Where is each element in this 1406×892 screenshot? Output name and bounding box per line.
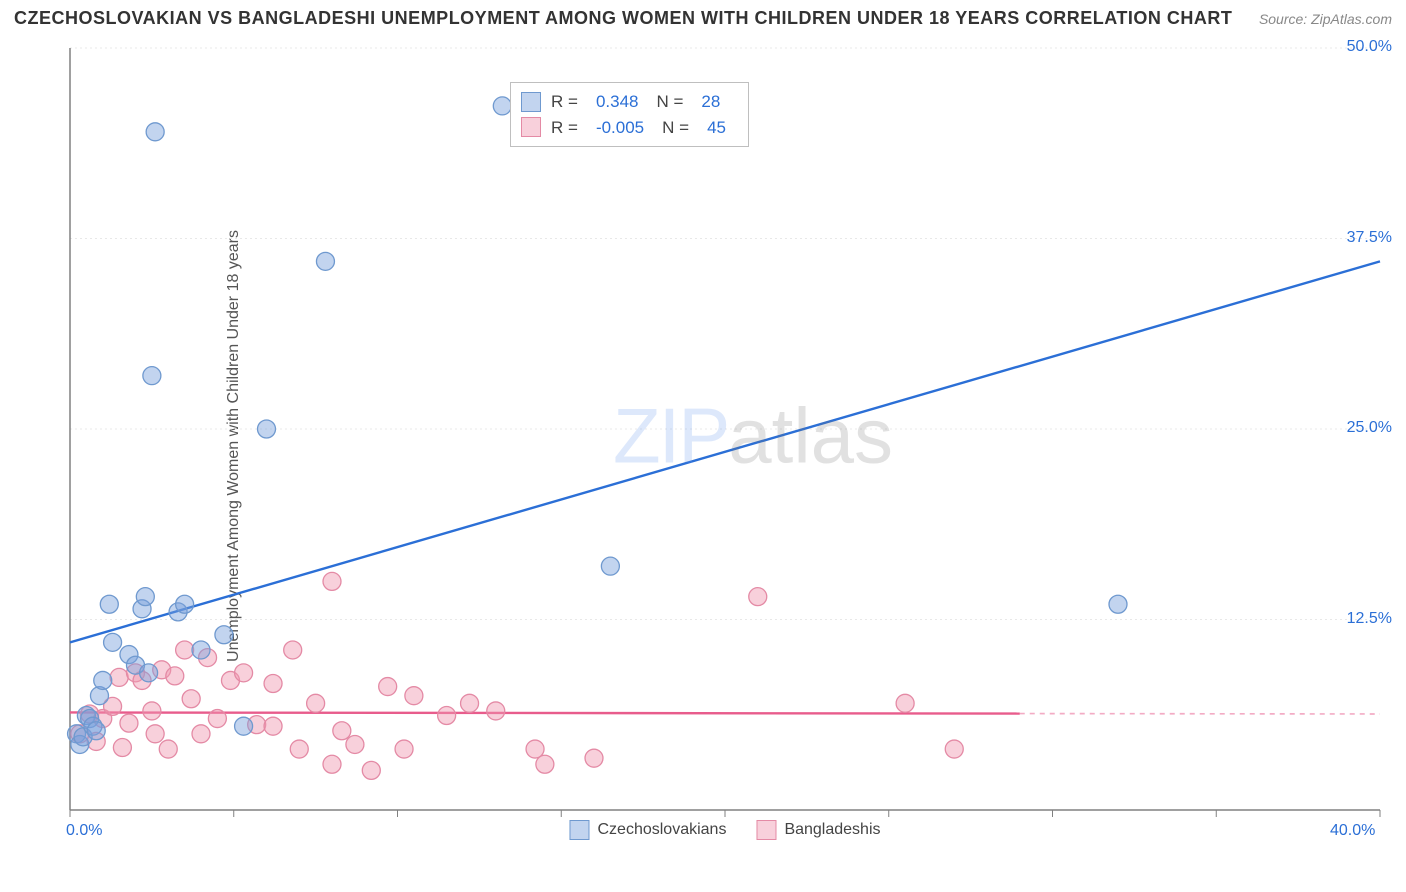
swatch-czech bbox=[521, 92, 541, 112]
n-value-bang: 45 bbox=[707, 115, 726, 141]
x-tick-label: 0.0% bbox=[66, 822, 102, 840]
plot-area: ZIPatlas R = 0.348 N = 28 R = -0.005 N =… bbox=[60, 40, 1390, 850]
corr-row-czech: R = 0.348 N = 28 bbox=[521, 89, 734, 115]
header: CZECHOSLOVAKIAN VS BANGLADESHI UNEMPLOYM… bbox=[14, 8, 1392, 29]
y-tick-label: 50.0% bbox=[1347, 38, 1392, 56]
y-tick-label: 25.0% bbox=[1347, 419, 1392, 437]
chart-title: CZECHOSLOVAKIAN VS BANGLADESHI UNEMPLOYM… bbox=[14, 8, 1232, 29]
r-label: R = bbox=[551, 115, 578, 141]
legend-label-bang: Bangladeshis bbox=[784, 821, 880, 839]
corr-row-bang: R = -0.005 N = 45 bbox=[521, 115, 734, 141]
legend-item-bang: Bangladeshis bbox=[756, 820, 880, 840]
r-label: R = bbox=[551, 89, 578, 115]
n-label: N = bbox=[656, 89, 683, 115]
y-tick-label: 37.5% bbox=[1347, 229, 1392, 247]
n-label: N = bbox=[662, 115, 689, 141]
swatch-bang bbox=[521, 117, 541, 137]
y-tick-label: 12.5% bbox=[1347, 610, 1392, 628]
n-value-czech: 28 bbox=[701, 89, 720, 115]
r-value-czech: 0.348 bbox=[596, 89, 639, 115]
source-label: Source: ZipAtlas.com bbox=[1259, 11, 1392, 27]
legend-label-czech: Czechoslovakians bbox=[597, 821, 726, 839]
correlation-legend: R = 0.348 N = 28 R = -0.005 N = 45 bbox=[510, 82, 749, 147]
legend-swatch-czech bbox=[569, 820, 589, 840]
r-value-bang: -0.005 bbox=[596, 115, 644, 141]
x-tick-label: 40.0% bbox=[1330, 822, 1375, 840]
legend-item-czech: Czechoslovakians bbox=[569, 820, 726, 840]
legend-swatch-bang bbox=[756, 820, 776, 840]
scatter-plot-svg bbox=[60, 40, 1390, 850]
series-legend: Czechoslovakians Bangladeshis bbox=[569, 820, 880, 840]
